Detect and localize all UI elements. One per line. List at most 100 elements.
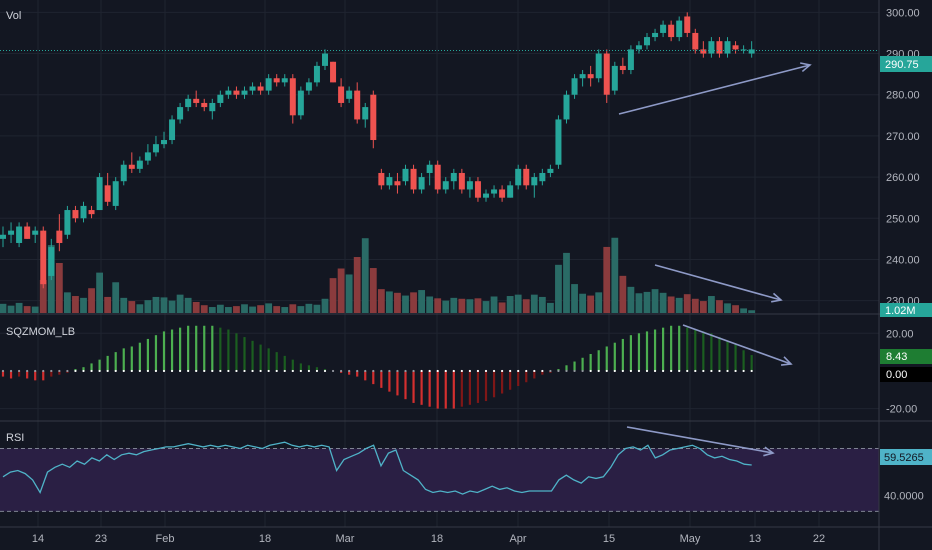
candle-body (660, 24, 667, 33)
sqz-dot (621, 369, 624, 373)
sqz-dot (670, 369, 673, 373)
volume-bar (192, 301, 200, 313)
volume-bar (39, 279, 47, 313)
sqz-dot (50, 369, 53, 373)
time-axis[interactable]: 14 23 Feb 18 Mar 18 Apr 15 May 13 22 (32, 533, 825, 545)
candle-body (450, 172, 457, 182)
sqz-dot (291, 369, 294, 373)
candle-body (338, 86, 345, 103)
time-tick-label: 18 (259, 533, 271, 545)
sqz-dot (315, 369, 319, 373)
last-price-badge-bg (880, 56, 932, 72)
candle-body (716, 41, 723, 54)
volume-bar (345, 274, 353, 313)
volume-bar (442, 300, 450, 313)
volume-bar (104, 296, 112, 313)
volume-bar (321, 298, 329, 313)
trend-arrows (618, 62, 812, 457)
candle-body (161, 140, 167, 145)
candle-body (273, 78, 280, 83)
sqz-dot (380, 369, 383, 373)
trend-arrow-head (763, 446, 775, 457)
volume-bar (498, 302, 506, 313)
volume-bar (31, 306, 39, 313)
candle-body (40, 230, 47, 285)
volume-bar (555, 264, 562, 313)
sqz-dot (492, 369, 496, 373)
sqz-dot (283, 369, 286, 373)
rsi-value-badge: 59.5265 (880, 449, 932, 465)
trend-arrow-line (654, 264, 782, 301)
sqz-dot (227, 369, 230, 373)
candle-body (24, 226, 31, 239)
sqz-dot (637, 369, 641, 373)
volume-bar (675, 297, 683, 313)
volume-bar (458, 298, 466, 313)
candle-body (136, 160, 143, 169)
candle-body (555, 119, 562, 165)
sqz-dot (404, 369, 407, 373)
candle-body (676, 20, 683, 38)
candle-body (708, 41, 715, 54)
volume-bar (112, 282, 120, 313)
candle-body (16, 226, 23, 243)
sqz-dot (549, 369, 552, 373)
candle-body (563, 94, 570, 120)
volume-bar (297, 306, 305, 313)
volume-bar (538, 296, 546, 313)
last-price-badge: 290.75 (880, 56, 932, 72)
sqz-dot (348, 369, 351, 373)
volume-bar (88, 288, 95, 313)
candle-body (410, 168, 417, 190)
sqz-dot (130, 369, 133, 373)
volume-bar (353, 257, 361, 313)
sqz-tick-label: -20.00 (886, 404, 917, 416)
squeeze-momentum-histogram (1, 325, 753, 409)
candle-body (426, 164, 433, 173)
sqz-dot (726, 369, 729, 373)
candle-body (571, 78, 578, 95)
price-pane-title: Vol (6, 10, 21, 22)
sqz-dot (517, 369, 520, 373)
volume-bar (619, 275, 627, 313)
sqz-dot (323, 369, 327, 373)
sqz-dot (750, 369, 753, 373)
candle-body (88, 210, 95, 215)
sqz-dot (694, 369, 697, 373)
candle-body (635, 45, 642, 50)
sqz-dot (98, 369, 101, 373)
volume-bar (587, 295, 595, 313)
time-tick-label: Mar (336, 533, 355, 545)
sqz-dot (267, 369, 270, 373)
volume-bar (450, 297, 458, 313)
price-axis[interactable]: 300.00290.00280.00270.00260.00250.00240.… (884, 7, 924, 502)
volume-bar (313, 304, 321, 313)
candle-body (507, 185, 514, 198)
volume-badge-bg (880, 303, 932, 317)
candle-body (386, 177, 393, 186)
time-tick-label: Apr (509, 533, 526, 545)
volume-bar (402, 295, 409, 313)
candle-body (700, 49, 707, 54)
candle-body (330, 61, 337, 83)
candle-body (177, 107, 184, 120)
rsi-band (0, 448, 879, 512)
volume-bar (377, 289, 385, 313)
sqz-dot (195, 369, 198, 373)
sqz-dot (484, 369, 488, 373)
trend-arrow-line (618, 64, 811, 115)
candle-body (579, 74, 586, 79)
candle-body (732, 45, 739, 50)
sqz-dot (138, 369, 141, 373)
time-tick-label: 13 (749, 533, 761, 545)
volume-bar (716, 300, 723, 313)
candle-body (354, 90, 361, 120)
volume-bar (55, 262, 63, 313)
candle-body (281, 78, 288, 83)
volume-bar (708, 296, 715, 313)
volume-bar (490, 296, 498, 313)
sqz-dot (702, 369, 705, 373)
sqz-dot (710, 369, 713, 373)
candle-body (241, 90, 248, 95)
